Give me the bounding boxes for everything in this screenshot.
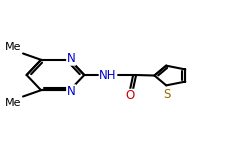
Text: O: O	[125, 89, 134, 102]
Text: Me: Me	[4, 98, 21, 108]
Text: Me: Me	[4, 42, 21, 52]
Text: N: N	[67, 52, 75, 65]
Text: S: S	[164, 88, 171, 101]
Text: NH: NH	[99, 69, 117, 81]
Text: N: N	[67, 85, 75, 98]
